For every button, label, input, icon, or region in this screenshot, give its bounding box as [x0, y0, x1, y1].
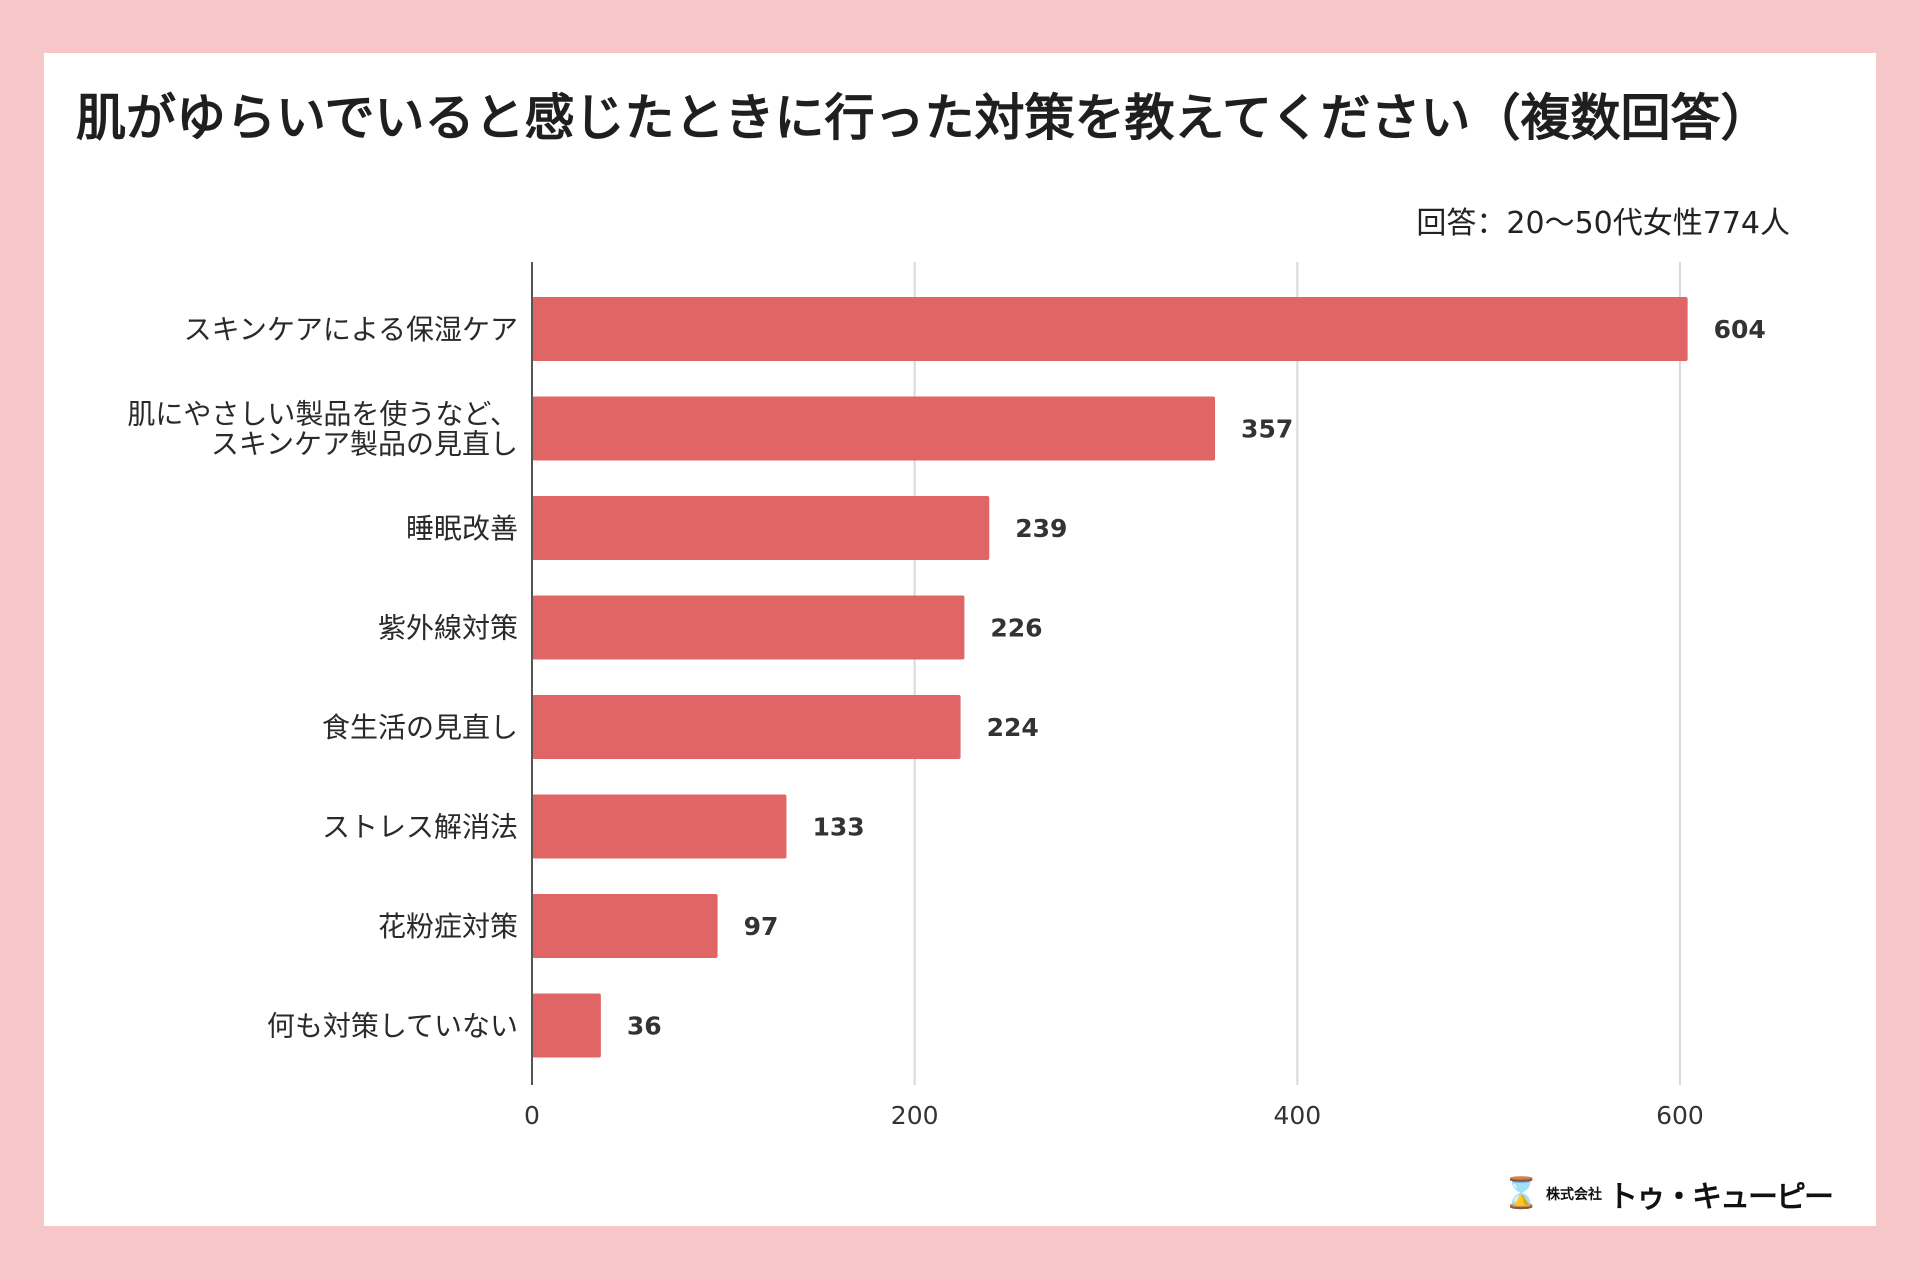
- category-label-1-line-0: 肌にやさしい製品を使うなど、: [127, 398, 518, 431]
- category-label-3: 紫外線対策: [378, 612, 518, 645]
- chart-title: 肌がゆらいでいると感じたときに行った対策を教えてください（複数回答）: [76, 89, 1771, 147]
- bar-3: [532, 595, 965, 660]
- value-label-3: 226: [990, 614, 1042, 643]
- x-tick-label-0: 0: [524, 1101, 540, 1130]
- value-label-6: 97: [744, 912, 779, 941]
- category-label-2: 睡眠改善: [406, 512, 518, 545]
- bar-7: [532, 993, 601, 1058]
- value-label-7: 36: [627, 1012, 662, 1041]
- bar-1: [532, 396, 1216, 461]
- x-tick-label-200: 200: [891, 1101, 939, 1130]
- category-label-4: 食生活の見直し: [322, 711, 518, 744]
- company-logo: ⌛ 株式会社 トゥ・キューピー: [1502, 1172, 1834, 1216]
- bar-0: [532, 297, 1688, 361]
- value-label-5: 133: [812, 813, 864, 842]
- category-label-7: 何も対策していない: [267, 1010, 518, 1043]
- value-label-1: 357: [1241, 415, 1293, 444]
- value-label-4: 224: [987, 713, 1039, 742]
- category-label-5: ストレス解消法: [322, 811, 518, 844]
- value-label-0: 604: [1714, 315, 1766, 344]
- bar-5: [532, 794, 787, 859]
- hourglass-icon: ⌛: [1502, 1176, 1540, 1211]
- x-tick-label-600: 600: [1656, 1101, 1704, 1130]
- category-label-1-line-1: スキンケア製品の見直し: [211, 428, 518, 461]
- category-label-6: 花粉症対策: [378, 910, 518, 943]
- bar-4: [532, 695, 961, 759]
- logo-company-name: トゥ・キューピー: [1608, 1180, 1834, 1215]
- logo-company-prefix: 株式会社: [1546, 1187, 1602, 1203]
- chart-subtitle: 回答：20〜50代女性774人: [1416, 206, 1790, 241]
- x-tick-label-400: 400: [1273, 1101, 1321, 1130]
- value-label-2: 239: [1015, 514, 1067, 543]
- bar-6: [532, 894, 718, 958]
- category-label-0: スキンケアによる保湿ケア: [184, 313, 518, 346]
- bar-2: [532, 496, 990, 560]
